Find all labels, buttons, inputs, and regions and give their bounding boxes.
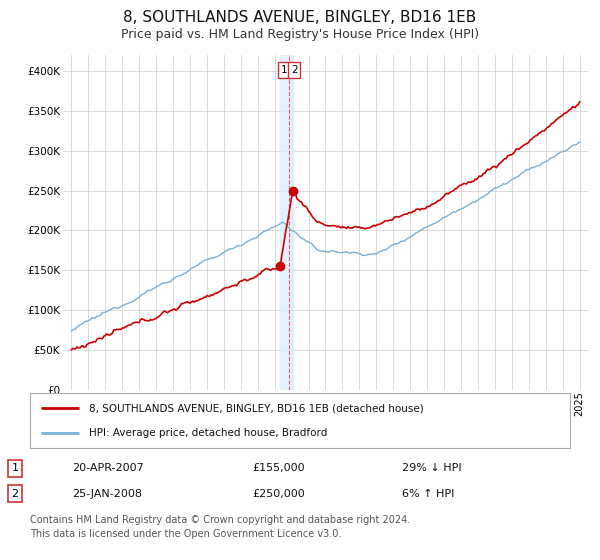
Text: £155,000: £155,000 xyxy=(252,463,305,473)
Text: 2: 2 xyxy=(11,489,19,499)
Text: 1: 1 xyxy=(281,65,287,75)
Text: 1: 1 xyxy=(11,463,19,473)
Text: 2: 2 xyxy=(291,65,298,75)
Text: Contains HM Land Registry data © Crown copyright and database right 2024.
This d: Contains HM Land Registry data © Crown c… xyxy=(30,515,410,539)
Text: 20-APR-2007: 20-APR-2007 xyxy=(72,463,144,473)
Text: 29% ↓ HPI: 29% ↓ HPI xyxy=(402,463,461,473)
Bar xyxy=(280,55,293,390)
Text: Price paid vs. HM Land Registry's House Price Index (HPI): Price paid vs. HM Land Registry's House … xyxy=(121,28,479,41)
Text: 8, SOUTHLANDS AVENUE, BINGLEY, BD16 1EB (detached house): 8, SOUTHLANDS AVENUE, BINGLEY, BD16 1EB … xyxy=(89,403,424,413)
Text: 25-JAN-2008: 25-JAN-2008 xyxy=(72,489,142,499)
Text: £250,000: £250,000 xyxy=(252,489,305,499)
Text: 6% ↑ HPI: 6% ↑ HPI xyxy=(402,489,454,499)
Text: 8, SOUTHLANDS AVENUE, BINGLEY, BD16 1EB: 8, SOUTHLANDS AVENUE, BINGLEY, BD16 1EB xyxy=(124,10,476,25)
Text: HPI: Average price, detached house, Bradford: HPI: Average price, detached house, Brad… xyxy=(89,428,328,437)
